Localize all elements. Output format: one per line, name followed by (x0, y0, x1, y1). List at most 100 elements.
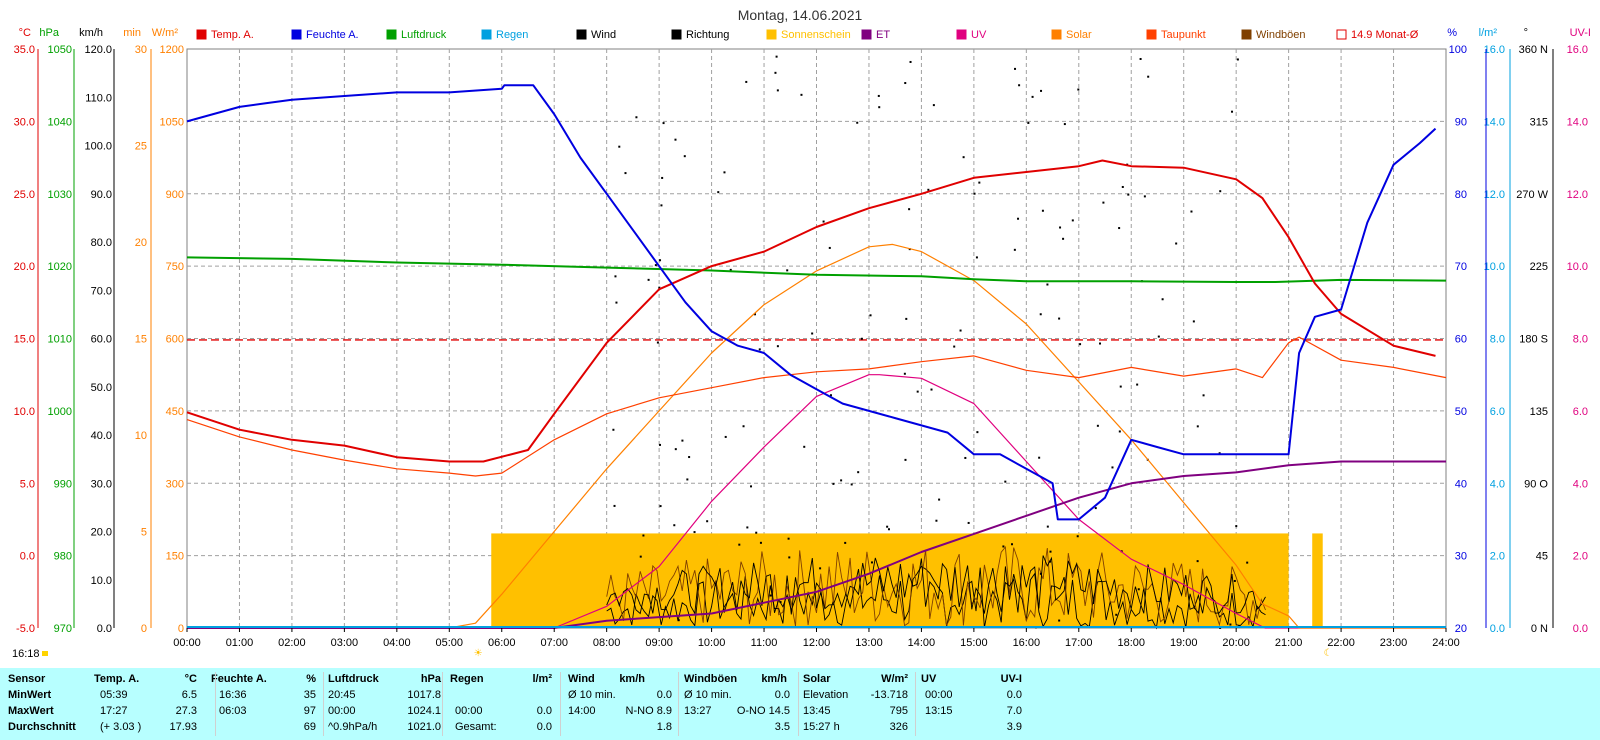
direction-point (1127, 193, 1130, 196)
time-marker (42, 651, 48, 656)
direction-point (615, 301, 618, 304)
tick-label-wind: 20.0 (91, 527, 112, 539)
direction-point (860, 337, 863, 340)
direction-point (1118, 227, 1121, 230)
direction-point (916, 390, 919, 393)
stats-humidity-value: 97 (303, 705, 316, 717)
tick-label-uv: 0.0 (1573, 623, 1588, 635)
direction-point (654, 264, 657, 267)
direction-point (769, 594, 772, 597)
legend-label: Regen (496, 29, 528, 41)
direction-point (822, 220, 825, 223)
direction-point (1137, 588, 1140, 591)
stats-separator (323, 672, 324, 736)
tick-label-pressure: 970 (54, 623, 72, 635)
direction-point (1118, 430, 1121, 433)
direction-point (612, 428, 615, 431)
legend-label: Wind (591, 29, 616, 41)
legend-label: ET (876, 29, 890, 41)
stats-solar-value: 326 (889, 721, 908, 733)
legend-swatch (576, 29, 587, 40)
stats-gust-time: 13:27 (684, 705, 712, 717)
direction-point (1079, 343, 1082, 346)
direction-point (1157, 335, 1160, 338)
stats-uv-value: 0.0 (1006, 689, 1022, 701)
stats-header: °C (184, 673, 197, 685)
stats-wind-value: N-NO 8.9 (625, 705, 672, 717)
direction-point (1039, 572, 1042, 575)
x-tick-label: 17:00 (1065, 637, 1093, 649)
tick-label-wind: 90.0 (91, 189, 112, 201)
stats-header: Luftdruck (328, 673, 379, 685)
tick-label-pressure: 990 (54, 478, 72, 490)
direction-point (1010, 543, 1013, 546)
direction-point (1119, 385, 1122, 388)
direction-point (976, 431, 979, 434)
stats-header: km/h (761, 673, 787, 685)
stats-header: Windböen (684, 673, 738, 685)
tick-label-temp: 10.0 (14, 406, 35, 418)
stats-wind-value: 0.0 (656, 689, 672, 701)
stats-temp-value: 6.5 (181, 689, 197, 701)
direction-point (674, 138, 677, 141)
direction-point (688, 456, 691, 459)
stats-rain-time: 00:00 (455, 705, 483, 717)
direction-point (832, 482, 835, 485)
grid (186, 48, 1447, 629)
tick-label-solar: 0 (178, 623, 184, 635)
statistics-panel: Sensor Temp. A. °C Feuchte A.% Luftdruck hPa R… (0, 668, 1600, 740)
direction-point (656, 341, 659, 344)
direction-point (659, 505, 662, 508)
tick-label-uv: 10.0 (1567, 261, 1588, 273)
tick-label-sunshine: 10 (135, 430, 147, 442)
tick-label-humidity: 70 (1455, 261, 1467, 273)
direction-point (750, 485, 753, 488)
tick-label-uv: 16.0 (1567, 44, 1588, 56)
stats-humidity-time: 16:36 (219, 689, 247, 701)
stats-wind-time: Ø 10 min. (568, 689, 616, 701)
direction-point (1062, 237, 1065, 240)
stats-temp-time: 05:39 (100, 689, 128, 701)
legend-swatch (1241, 29, 1252, 40)
stats-temp-time: 17:27 (100, 705, 128, 717)
direction-point (693, 531, 696, 534)
direction-point (938, 498, 941, 501)
direction-point (1233, 579, 1236, 582)
direction-point (642, 534, 645, 537)
tick-label-direction: 0 N (1531, 623, 1548, 635)
tick-label-wind: 110.0 (85, 92, 112, 104)
direction-point (908, 208, 911, 211)
direction-point (706, 520, 709, 523)
direction-point (1040, 89, 1043, 92)
direction-point (1048, 560, 1051, 563)
direction-point (959, 329, 962, 332)
direction-point (674, 448, 677, 451)
direction-point (1102, 201, 1105, 204)
tick-label-sunshine: 15 (135, 334, 147, 346)
stats-gust-value: 0.0 (774, 689, 790, 701)
axis-unit-uv: UV-I (1570, 27, 1591, 39)
direction-point (1246, 561, 1249, 564)
stats-separator (215, 672, 216, 736)
direction-point (639, 555, 642, 558)
direction-point (1196, 425, 1199, 428)
sunset-icon: ☾ (1323, 648, 1332, 659)
direction-point (819, 567, 822, 570)
axis-unit-sunshine: min (123, 27, 141, 39)
tick-label-solar: 750 (166, 261, 184, 273)
stats-rain-time: Gesamt: (455, 721, 497, 733)
tick-label-solar: 1050 (160, 116, 184, 128)
tick-label-uv: 14.0 (1567, 116, 1588, 128)
stats-header: km/h (619, 673, 645, 685)
direction-point (635, 116, 638, 119)
stats-header: Regen (450, 673, 484, 685)
direction-point (1219, 190, 1222, 193)
tick-label-wind: 70.0 (91, 285, 112, 297)
tick-label-humidity: 40 (1455, 478, 1467, 490)
tick-label-temp: 35.0 (14, 44, 35, 56)
direction-point (1004, 480, 1007, 483)
series-line-taupunkt (186, 336, 1447, 477)
tick-label-temp: 5.0 (20, 478, 35, 490)
tick-label-pressure: 1000 (48, 406, 72, 418)
legend-swatch (291, 29, 302, 40)
